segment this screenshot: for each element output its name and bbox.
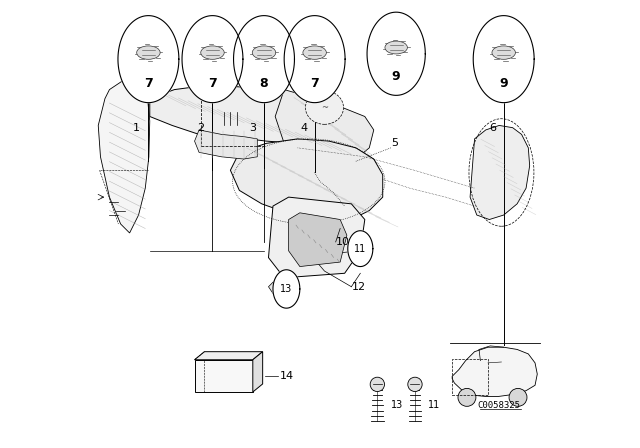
Polygon shape: [253, 352, 262, 392]
Polygon shape: [470, 125, 530, 220]
Text: 12: 12: [351, 282, 365, 292]
Text: 14: 14: [280, 371, 294, 381]
Text: 10: 10: [336, 237, 349, 247]
Polygon shape: [195, 130, 257, 159]
Circle shape: [408, 377, 422, 392]
Polygon shape: [230, 139, 383, 222]
Text: 2: 2: [197, 123, 204, 133]
Ellipse shape: [201, 46, 224, 59]
Text: 3: 3: [250, 123, 257, 133]
Polygon shape: [99, 81, 150, 233]
Text: C0058325: C0058325: [477, 401, 521, 410]
Text: 8: 8: [260, 77, 268, 90]
Text: 9: 9: [392, 70, 401, 83]
Text: 7: 7: [208, 77, 217, 90]
Polygon shape: [284, 16, 345, 103]
Polygon shape: [150, 85, 333, 143]
Polygon shape: [275, 90, 374, 159]
Ellipse shape: [492, 46, 515, 59]
Polygon shape: [289, 213, 347, 267]
Polygon shape: [348, 231, 373, 267]
Ellipse shape: [303, 46, 326, 59]
Text: 9: 9: [499, 77, 508, 90]
Polygon shape: [269, 197, 365, 278]
Polygon shape: [195, 352, 262, 360]
Text: ~: ~: [321, 103, 328, 112]
Bar: [452, 359, 488, 395]
Polygon shape: [182, 16, 243, 103]
Polygon shape: [118, 16, 179, 103]
Polygon shape: [269, 280, 296, 298]
Polygon shape: [473, 16, 534, 103]
Text: 7: 7: [310, 77, 319, 90]
Text: 1: 1: [133, 123, 140, 133]
Polygon shape: [452, 347, 538, 396]
Text: 11: 11: [428, 401, 441, 410]
Ellipse shape: [385, 41, 408, 54]
Text: 4: 4: [300, 123, 307, 133]
Text: 11: 11: [354, 244, 367, 254]
Circle shape: [458, 388, 476, 406]
Polygon shape: [367, 12, 426, 95]
Text: 5: 5: [391, 138, 398, 148]
Text: 7: 7: [144, 77, 153, 90]
Polygon shape: [234, 16, 294, 103]
Circle shape: [509, 388, 527, 406]
Ellipse shape: [305, 90, 344, 125]
Text: 6: 6: [489, 123, 496, 133]
Bar: [195, 360, 253, 392]
Polygon shape: [273, 270, 300, 308]
Ellipse shape: [137, 46, 160, 59]
Text: 13: 13: [280, 284, 292, 294]
Ellipse shape: [252, 46, 276, 59]
Circle shape: [370, 377, 385, 392]
Text: 13: 13: [391, 401, 403, 410]
